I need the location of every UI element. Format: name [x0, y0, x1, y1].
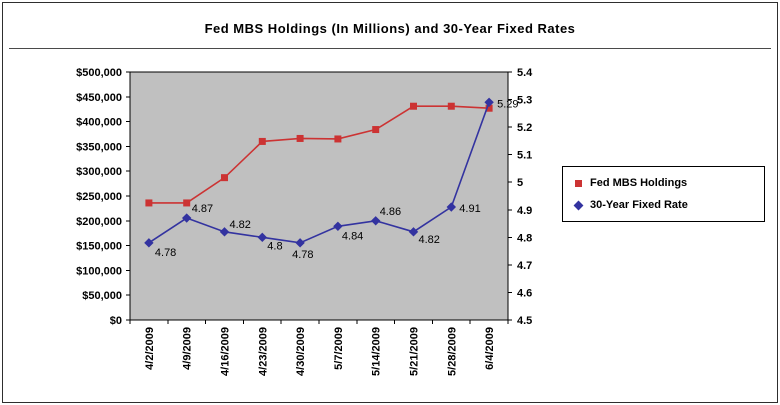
diamond-marker-icon — [484, 97, 494, 108]
square-marker-icon — [334, 135, 342, 143]
x-axis-tick-label: 4/9/2009 — [182, 327, 194, 370]
left-axis-tick-label: $450,000 — [76, 92, 122, 104]
square-marker-icon — [575, 179, 582, 187]
right-axis-tick-label: 4.6 — [517, 287, 532, 299]
x-axis-tick-label: 5/7/2009 — [333, 327, 345, 370]
left-axis-tick-label: $100,000 — [76, 265, 122, 277]
data-label: 4.82 — [230, 219, 251, 231]
diamond-marker-icon — [181, 213, 192, 223]
data-label: 4.91 — [459, 203, 480, 215]
right-axis-tick-label: 4.8 — [517, 232, 532, 244]
left-axis-tick-label: $500,000 — [76, 67, 122, 79]
title-divider — [9, 48, 771, 49]
chart-title: Fed MBS Holdings (In Millions) and 30-Ye… — [204, 21, 576, 36]
diamond-marker-icon — [295, 238, 305, 248]
diamond-marker-icon — [446, 202, 457, 212]
left-axis-tick-label: $150,000 — [76, 241, 122, 253]
diamond-marker-icon — [144, 238, 154, 248]
x-axis-tick-label: 5/14/2009 — [371, 327, 383, 376]
legend-label-fed-mbs-holdings: Fed MBS Holdings — [590, 177, 688, 189]
diamond-marker-icon — [333, 221, 343, 232]
x-axis-tick-label: 4/30/2009 — [295, 327, 307, 376]
left-axis-tick-label: $400,000 — [76, 117, 122, 129]
left-axis-tick-label: $300,000 — [76, 166, 122, 178]
right-axis-tick-label: 5.4 — [517, 67, 533, 79]
data-label: 4.86 — [380, 206, 401, 218]
x-axis-tick-label: 4/2/2009 — [144, 327, 156, 370]
legend-label-30-year-fixed-rate: 30-Year Fixed Rate — [590, 199, 688, 211]
data-label: 5.29 — [497, 98, 518, 110]
right-axis-tick-label: 5.1 — [517, 150, 532, 162]
square-marker-icon — [221, 174, 228, 182]
diamond-marker-icon — [219, 227, 230, 237]
right-axis-tick-label: 4.9 — [517, 205, 532, 217]
left-axis-tick-label: $250,000 — [76, 191, 122, 203]
x-axis-tick-label: 6/4/2009 — [484, 327, 496, 370]
diamond-marker-icon — [408, 227, 419, 237]
legend-entry-30-year-fixed-rate: 30-Year Fixed Rate — [573, 199, 760, 211]
x-axis-tick-label: 4/23/2009 — [257, 327, 269, 376]
left-axis-tick-label: $200,000 — [76, 216, 122, 228]
legend-box: Fed MBS Holdings 30-Year Fixed Rate — [562, 166, 765, 222]
data-label: 4.78 — [292, 249, 313, 261]
square-marker-icon — [372, 126, 380, 134]
series-line-0 — [148, 105, 490, 204]
left-axis-tick-label: $0 — [110, 315, 122, 327]
right-axis-tick-label: 5.3 — [517, 95, 532, 107]
data-label: 4.84 — [342, 230, 363, 242]
right-axis-tick-label: 5 — [517, 177, 523, 189]
legend-entry-fed-mbs-holdings: Fed MBS Holdings — [575, 177, 760, 189]
square-marker-icon — [410, 102, 417, 110]
right-axis-tick-label: 5.2 — [517, 122, 532, 134]
diamond-marker-icon — [370, 216, 381, 226]
square-marker-icon — [447, 102, 455, 110]
plot-area — [129, 71, 509, 321]
diamond-marker-icon — [573, 200, 584, 210]
x-axis-tick-label: 5/28/2009 — [446, 327, 458, 376]
series-line-1 — [148, 102, 490, 244]
right-axis-tick-label: 4.7 — [517, 260, 532, 272]
x-axis-tick-label: 5/21/2009 — [409, 327, 421, 376]
left-axis-tick-label: $50,000 — [82, 290, 122, 302]
diamond-marker-icon — [257, 232, 268, 243]
square-marker-icon — [183, 199, 191, 207]
data-label: 4.78 — [155, 247, 176, 259]
square-marker-icon — [145, 199, 153, 207]
left-axis-tick-label: $350,000 — [76, 141, 122, 153]
data-label: 4.82 — [419, 234, 440, 246]
x-axis-tick-label: 4/16/2009 — [220, 327, 232, 376]
square-marker-icon — [258, 137, 266, 145]
data-label: 4.8 — [267, 240, 282, 252]
square-marker-icon — [296, 134, 304, 142]
right-axis-tick-label: 4.5 — [517, 315, 532, 327]
data-label: 4.87 — [192, 203, 213, 215]
